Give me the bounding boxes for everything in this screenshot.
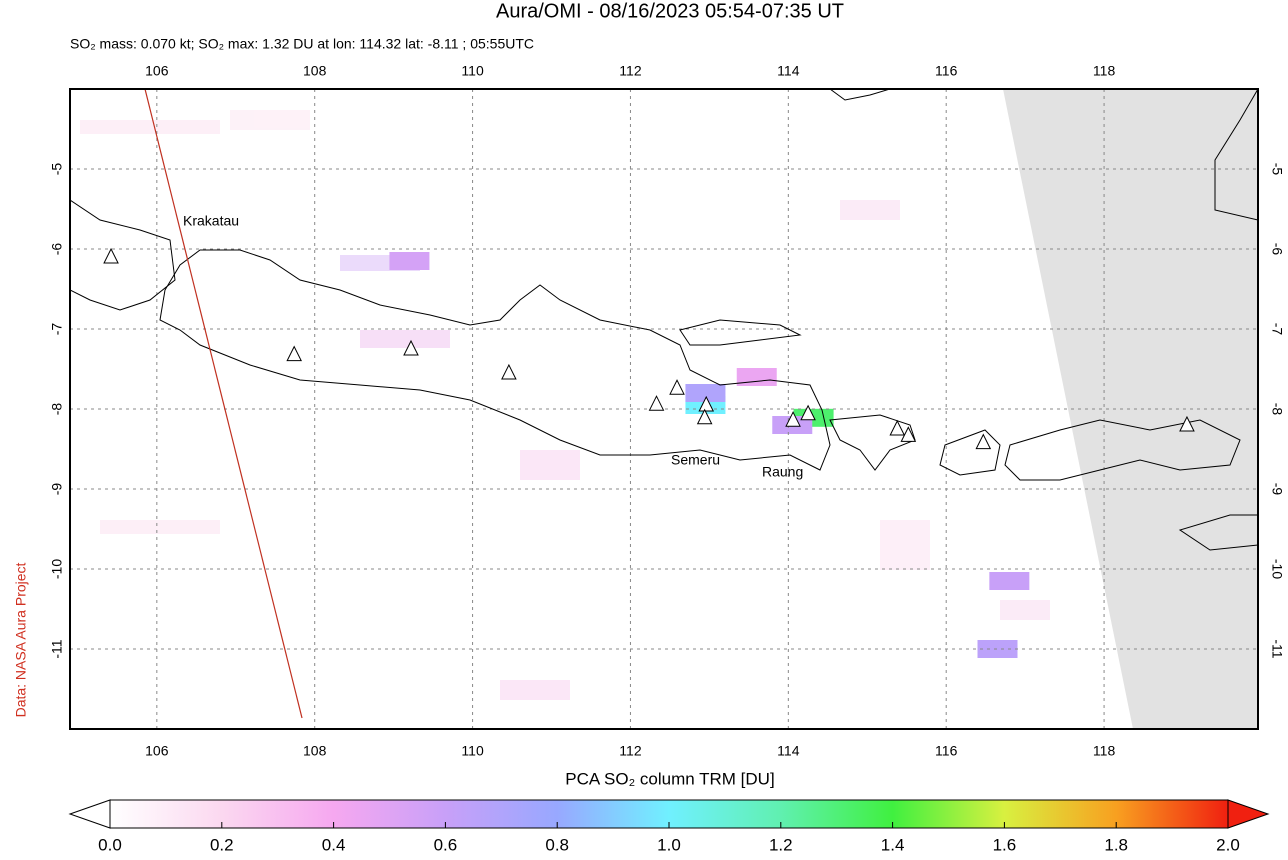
- x-tick-label-bottom: 112: [619, 743, 642, 759]
- colorbar-tick-label: 1.4: [881, 835, 905, 854]
- map-frame: [69, 88, 1259, 730]
- volcano-label: Raung: [762, 464, 803, 480]
- volcano-marker: [889, 419, 906, 436]
- colorbar-high-arrow: [1227, 799, 1270, 829]
- colorbar-tick-label: 0.0: [98, 835, 122, 854]
- volcano-marker: [800, 404, 816, 421]
- colorbar-low-arrow: [68, 799, 111, 829]
- map-area: Krakatau Semeru Raung: [70, 89, 1258, 729]
- y-tick-label-left: -8: [49, 403, 65, 416]
- so2-pixel: [977, 640, 1018, 658]
- colorbar-tick-label: 0.8: [545, 835, 569, 854]
- colorbar-tick-label: 0.4: [322, 835, 346, 854]
- x-tick-label-top: 106: [145, 63, 169, 79]
- x-tick-label-bottom: 118: [1093, 743, 1116, 759]
- x-tick-label-bottom: 116: [935, 743, 958, 759]
- x-tick-label-bottom: 110: [461, 743, 484, 759]
- so2-pixel: [989, 572, 1030, 590]
- y-tick-label-left: -6: [49, 243, 65, 256]
- volcano-marker: [1179, 415, 1195, 432]
- volcano-marker: [286, 345, 302, 362]
- so2-pixel: [685, 384, 726, 402]
- colorbar-tick-label: 1.8: [1104, 835, 1128, 854]
- x-tick-label-bottom: 114: [777, 743, 800, 759]
- y-tick-label-left: -11: [49, 639, 65, 658]
- volcano-marker: [696, 408, 713, 425]
- y-tick-label-right: -9: [1269, 483, 1285, 496]
- grid: [70, 89, 1258, 729]
- volcano-marker: [669, 379, 685, 395]
- y-tick-label-right: -10: [1269, 559, 1285, 579]
- volcano-label: Krakatau: [183, 213, 239, 229]
- y-tick-label-right: -11: [1269, 639, 1285, 658]
- x-tick-label-top: 110: [461, 63, 484, 79]
- volcano-label: Semeru: [671, 452, 720, 468]
- volcano-marker: [403, 339, 419, 356]
- retrieval-noise: [80, 110, 1050, 700]
- x-tick-label-top: 112: [619, 63, 642, 79]
- volcano-marker: [501, 363, 517, 380]
- so2-pixel: [736, 368, 777, 386]
- volcano-marker: [103, 247, 119, 264]
- x-tick-label-top: 116: [935, 63, 958, 79]
- x-tick-label-top: 108: [303, 63, 327, 79]
- y-tick-label-right: -5: [1269, 163, 1285, 176]
- colorbar-tick-label: 1.2: [769, 835, 793, 854]
- x-tick-label-bottom: 108: [303, 743, 327, 759]
- y-tick-label-right: -6: [1269, 243, 1285, 256]
- y-tick-label-left: -5: [49, 163, 65, 176]
- data-credit: Data: NASA Aura Project: [13, 562, 29, 717]
- volcano-marker: [698, 395, 715, 412]
- y-tick-label-left: -7: [49, 323, 65, 336]
- so2-pixel: [389, 252, 430, 270]
- volcano-marker: [785, 411, 801, 427]
- subtitle: SO₂ mass: 0.070 kt; SO₂ max: 1.32 DU at …: [70, 36, 534, 52]
- colorbar-tick-label: 2.0: [1216, 835, 1240, 854]
- colorbar-tick-label: 0.6: [434, 835, 458, 854]
- orbit-edge: [144, 89, 303, 719]
- colorbar-tick-label: 1.0: [657, 835, 681, 854]
- x-tick-label-bottom: 106: [145, 743, 169, 759]
- y-tick-label-right: -7: [1269, 323, 1285, 336]
- colorbar-tick-label: 1.6: [993, 835, 1017, 854]
- y-tick-label-left: -9: [49, 483, 65, 496]
- coastlines: [70, 89, 1258, 551]
- x-tick-label-top: 118: [1093, 63, 1116, 79]
- colorbar-tick-label: 0.2: [210, 835, 234, 854]
- colorbar-ticks: 0.0 0.2 0.4 0.6 0.8 1.0 1.2 1.4 1.6 1.8 2.0: [98, 822, 1240, 854]
- title: Aura/OMI - 08/16/2023 05:54-07:35 UT: [496, 0, 844, 22]
- y-tick-label-left: -10: [49, 559, 65, 579]
- axes: 106 106 108 108 110 110 112 112 114 114 116 116 118 1…: [49, 63, 1286, 759]
- x-tick-label-top: 114: [777, 63, 800, 79]
- colorbar-label: PCA SO₂ column TRM [DU]: [565, 769, 774, 788]
- volcano-marker: [975, 433, 992, 450]
- volcanoes: Krakatau Semeru Raung: [103, 213, 1195, 480]
- volcano-marker: [900, 426, 917, 442]
- volcano-marker: [648, 395, 665, 411]
- y-tick-label-right: -8: [1269, 403, 1285, 416]
